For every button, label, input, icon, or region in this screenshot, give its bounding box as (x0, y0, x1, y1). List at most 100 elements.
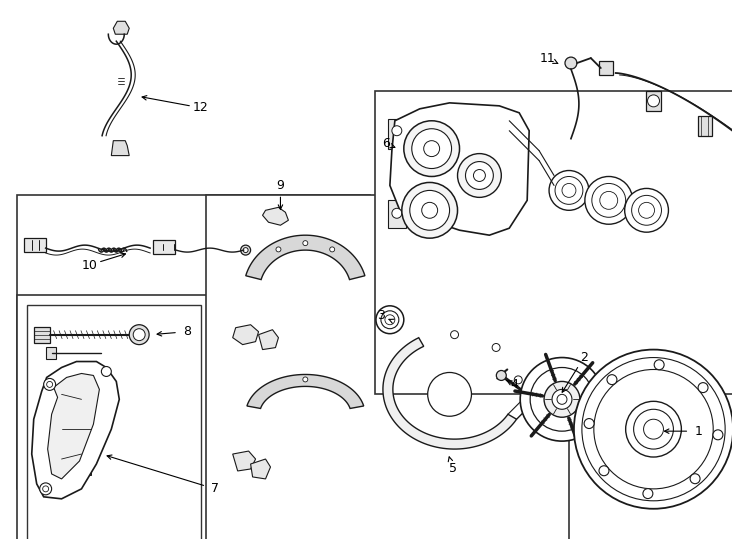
Circle shape (584, 418, 594, 429)
Circle shape (401, 183, 457, 238)
Circle shape (574, 349, 733, 509)
Text: 7: 7 (211, 482, 219, 495)
Circle shape (585, 177, 633, 224)
Circle shape (632, 195, 661, 225)
Circle shape (492, 343, 500, 352)
Polygon shape (390, 103, 529, 235)
Circle shape (639, 202, 655, 218)
Circle shape (562, 184, 576, 198)
Circle shape (133, 329, 145, 341)
Circle shape (594, 369, 713, 489)
Circle shape (599, 466, 609, 476)
Circle shape (690, 474, 700, 484)
Polygon shape (32, 361, 120, 499)
Text: 11: 11 (539, 52, 555, 65)
Bar (698, 116, 712, 136)
Circle shape (422, 202, 437, 218)
Bar (388, 119, 406, 148)
Polygon shape (263, 207, 288, 225)
Text: 4: 4 (510, 378, 518, 391)
Polygon shape (258, 330, 278, 349)
Polygon shape (247, 374, 364, 408)
Circle shape (600, 191, 618, 210)
Circle shape (404, 121, 459, 177)
Bar (388, 200, 406, 228)
Circle shape (520, 357, 604, 441)
Circle shape (713, 430, 723, 440)
Bar (57, 377, 92, 386)
Circle shape (654, 360, 664, 370)
Polygon shape (250, 459, 271, 479)
Circle shape (43, 379, 56, 390)
Circle shape (473, 170, 485, 181)
Circle shape (376, 306, 404, 334)
Bar (599, 61, 613, 75)
Circle shape (392, 208, 401, 218)
Text: 9: 9 (277, 179, 284, 192)
Circle shape (428, 373, 471, 416)
Text: 3: 3 (377, 309, 385, 322)
Circle shape (330, 247, 335, 252)
Bar (23, 238, 46, 252)
Circle shape (303, 377, 308, 382)
Circle shape (544, 381, 580, 417)
Circle shape (592, 184, 625, 217)
Circle shape (625, 401, 681, 457)
Bar (26, 305, 201, 540)
Circle shape (381, 311, 399, 329)
Bar (17, 195, 370, 489)
Circle shape (276, 247, 281, 252)
Circle shape (412, 129, 451, 168)
Circle shape (47, 381, 53, 387)
Text: 6: 6 (382, 137, 390, 150)
Circle shape (465, 161, 493, 190)
Circle shape (633, 409, 673, 449)
Circle shape (243, 248, 248, 253)
Circle shape (40, 483, 51, 495)
Circle shape (643, 489, 653, 498)
Bar (153, 240, 175, 254)
Circle shape (496, 370, 506, 380)
Polygon shape (233, 325, 258, 345)
Text: 8: 8 (183, 325, 191, 338)
Circle shape (557, 394, 567, 404)
Circle shape (43, 486, 48, 492)
Circle shape (698, 383, 708, 393)
Bar (375, 91, 734, 394)
Circle shape (549, 171, 589, 210)
Bar (646, 91, 661, 111)
Circle shape (619, 394, 688, 464)
Polygon shape (113, 21, 129, 34)
Bar (17, 295, 216, 540)
Circle shape (625, 188, 669, 232)
Circle shape (555, 177, 583, 204)
Circle shape (392, 126, 401, 136)
Polygon shape (233, 451, 255, 471)
Circle shape (424, 140, 440, 157)
Circle shape (101, 367, 112, 376)
Circle shape (129, 325, 149, 345)
Circle shape (241, 245, 250, 255)
Circle shape (582, 357, 725, 501)
Text: 5: 5 (448, 462, 457, 476)
Circle shape (451, 330, 459, 339)
Circle shape (515, 376, 522, 384)
Bar (46, 347, 56, 359)
Polygon shape (112, 140, 129, 156)
Bar (34, 327, 50, 342)
Circle shape (565, 57, 577, 69)
Text: 1: 1 (694, 424, 702, 437)
Text: 12: 12 (193, 102, 208, 114)
Circle shape (457, 153, 501, 198)
Circle shape (647, 95, 659, 107)
Text: 10: 10 (81, 259, 98, 272)
Text: 2: 2 (580, 351, 588, 364)
Bar (206, 195, 569, 540)
Circle shape (552, 389, 572, 409)
Circle shape (607, 375, 617, 384)
Polygon shape (48, 374, 99, 479)
Circle shape (303, 241, 308, 246)
Bar (57, 467, 92, 475)
Circle shape (644, 419, 664, 439)
Circle shape (410, 191, 449, 230)
